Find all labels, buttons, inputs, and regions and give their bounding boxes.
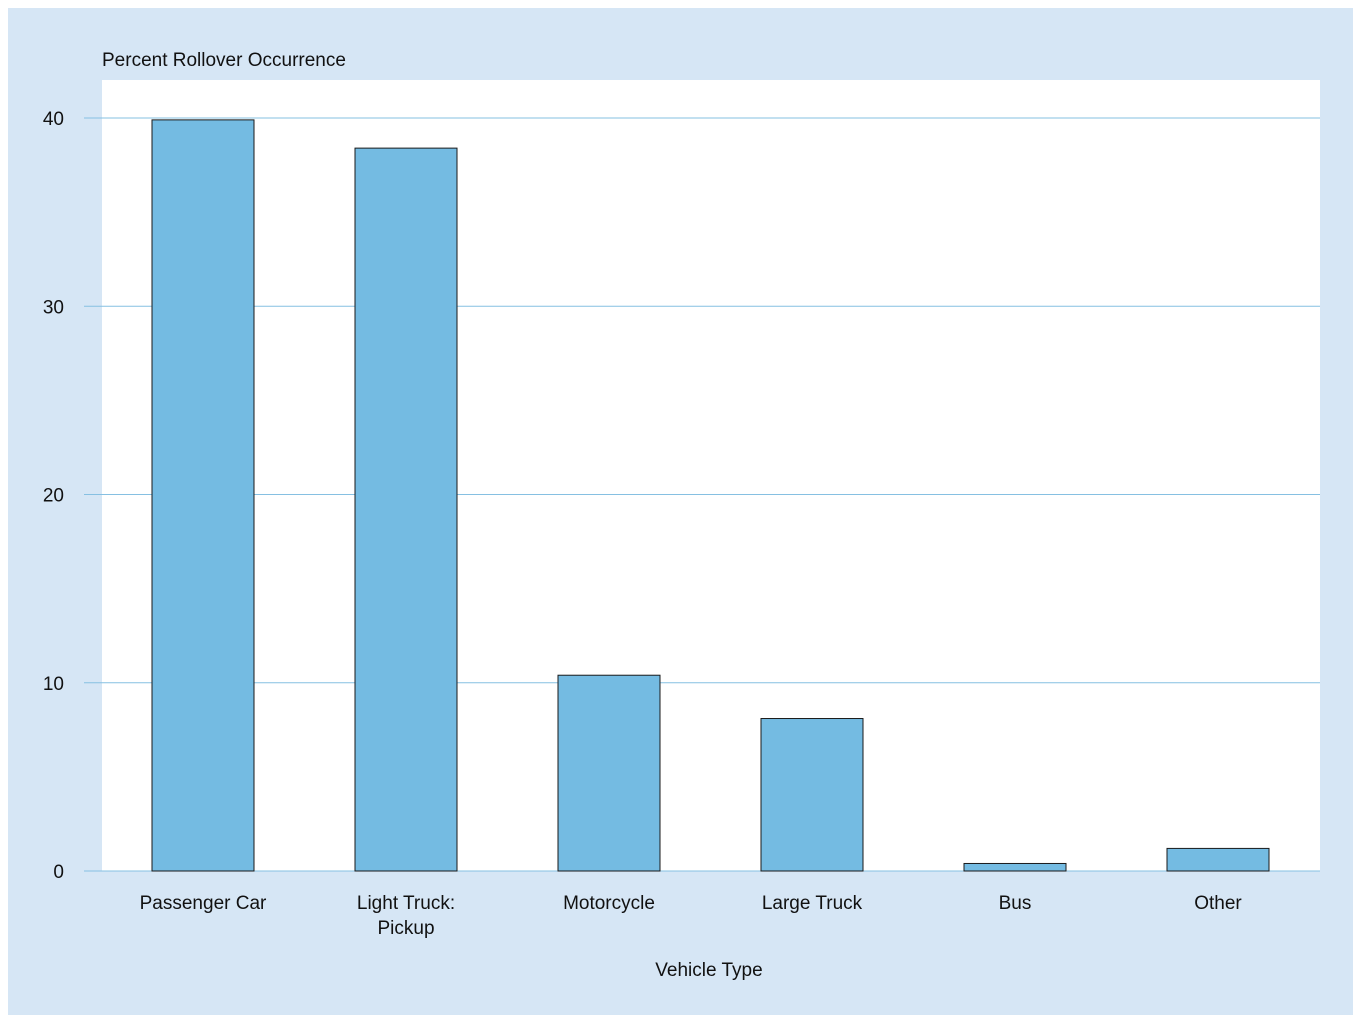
y-tick-label: 20 [43, 486, 64, 507]
x-category-label: Light Truck: Pickup [357, 893, 455, 939]
y-tick-label: 30 [43, 297, 64, 318]
x-category-label: Motorcycle [563, 893, 655, 914]
bar [151, 119, 255, 872]
y-tick-label: 0 [53, 862, 64, 883]
bar [963, 862, 1067, 872]
y-tick-label: 10 [43, 674, 64, 695]
bars [151, 119, 1270, 872]
x-axis-title: Vehicle Type [655, 960, 762, 981]
bar [760, 718, 864, 872]
x-category-label: Passenger Car [140, 893, 267, 914]
y-tick-labels: 0 10 20 30 40 [43, 109, 64, 883]
x-category-label: Bus [999, 893, 1032, 914]
x-category-labels: Passenger Car Light Truck: Pickup Motorcycl… [140, 893, 1243, 939]
plot-area [102, 80, 1320, 871]
x-category-label: Large Truck [762, 893, 863, 914]
x-category-label: Other [1194, 893, 1242, 914]
bar [557, 674, 661, 872]
y-tick-label: 40 [43, 109, 64, 130]
gridlines [84, 117, 1320, 872]
y-axis-title: Percent Rollover Occurrence [102, 50, 346, 71]
bar-chart: 0 10 20 30 40 Passenger Car Light Truck: Picku… [43, 50, 1320, 981]
bar [1166, 847, 1270, 872]
bar [354, 147, 458, 872]
chart-frame: 0 10 20 30 40 Passenger Car Light Truck: Picku… [8, 8, 1353, 1015]
